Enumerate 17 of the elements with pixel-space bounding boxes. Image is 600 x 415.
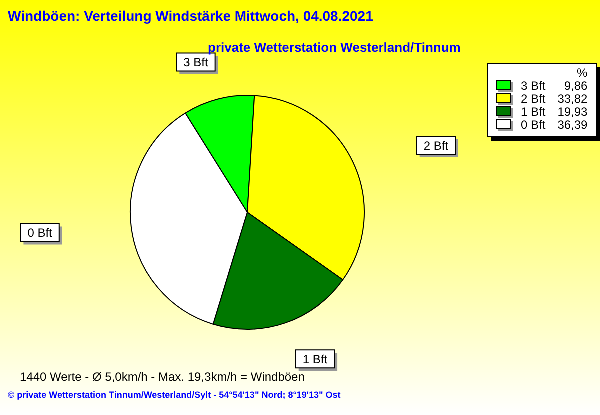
slice-label: 0 Bft (28, 226, 54, 240)
chart-subtitle: private Wetterstation Westerland/Tinnum (208, 40, 461, 55)
chart-title: Windböen: Verteilung Windstärke Mittwoch, 04.08.2021 (8, 8, 374, 24)
legend-label: 2 Bft (520, 92, 547, 106)
slice-label: 2 Bft (424, 138, 450, 153)
data-label: 9,86 (563, 79, 589, 93)
slice-label: 1 Bft (302, 352, 328, 366)
slice-label: 3 Bft (184, 56, 209, 70)
legend-title: % (576, 66, 589, 80)
data-label: 19,93 (556, 105, 589, 119)
data-label: 36,39 (556, 118, 589, 132)
legend-label: 0 Bft (520, 118, 547, 132)
legend-label: 3 Bft (520, 79, 547, 93)
legend-label: 1 Bft (520, 105, 547, 119)
data-label: 33,82 (556, 92, 589, 106)
text: © private Wetterstation Tinnum/Westerland/Sylt - 54°54'13" Nord; 8°19'13" Ost (8, 390, 341, 400)
text: 1440 Werte - Ø 5,0km/h - Max. 19,3km/h = Windböen (20, 370, 305, 384)
